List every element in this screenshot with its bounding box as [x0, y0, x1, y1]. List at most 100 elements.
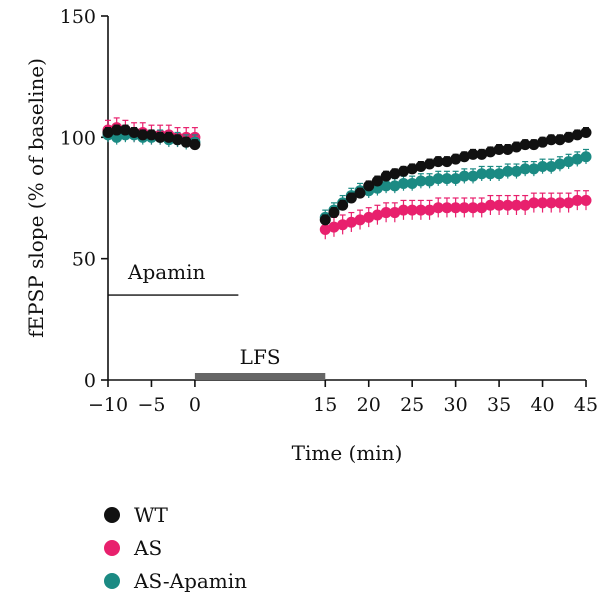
legend-marker-as-apamin [104, 572, 120, 589]
data-point [424, 204, 436, 216]
x-tick-label: 35 [487, 394, 511, 416]
data-point [441, 202, 453, 214]
data-point [389, 207, 401, 219]
data-point [154, 131, 166, 143]
legend-item-wt: WT [104, 498, 247, 531]
data-point [528, 197, 540, 209]
data-point [502, 143, 514, 155]
data-point [328, 207, 340, 219]
data-point [354, 214, 366, 226]
data-point [450, 153, 462, 165]
data-point [371, 175, 383, 187]
legend-item-as-apamin: AS-Apamin [104, 564, 247, 597]
x-tick-label: 15 [313, 394, 337, 416]
data-point [345, 216, 357, 228]
x-tick-label: 0 [189, 394, 201, 416]
legend-item-as: AS [104, 531, 247, 564]
legend: WT AS AS-Apamin [104, 498, 247, 597]
data-point [337, 219, 349, 231]
x-tick-label: −10 [88, 394, 128, 416]
data-point [424, 158, 436, 170]
data-point [128, 126, 140, 138]
data-point [545, 160, 557, 172]
y-tick-label: 150 [60, 6, 96, 28]
data-point [172, 134, 184, 146]
data-point [580, 126, 592, 138]
x-tick-label: 40 [530, 394, 554, 416]
data-point [363, 180, 375, 192]
data-point [432, 202, 444, 214]
x-tick-label: 20 [357, 394, 381, 416]
y-axis-title: fEPSP slope (% of baseline) [24, 58, 48, 338]
data-point [397, 177, 409, 189]
data-point [502, 165, 514, 177]
data-point [545, 197, 557, 209]
data-point [424, 175, 436, 187]
data-point [528, 139, 540, 151]
data-point [493, 143, 505, 155]
data-point [319, 224, 331, 236]
data-point [441, 156, 453, 168]
data-point [328, 221, 340, 233]
data-point [319, 214, 331, 226]
data-point [337, 199, 349, 211]
data-point [458, 151, 470, 163]
data-point [354, 187, 366, 199]
data-point [189, 139, 201, 151]
data-point [406, 163, 418, 175]
data-point [450, 202, 462, 214]
data-point [563, 131, 575, 143]
data-point [415, 175, 427, 187]
data-point [389, 180, 401, 192]
data-point [102, 126, 114, 138]
x-tick-label: 25 [400, 394, 424, 416]
legend-marker-wt [104, 506, 120, 523]
data-point [580, 151, 592, 163]
data-point [458, 202, 470, 214]
data-point [580, 194, 592, 206]
data-point [380, 180, 392, 192]
data-point [389, 168, 401, 180]
series-wt [102, 124, 592, 226]
data-point [571, 129, 583, 141]
data-point [363, 211, 375, 223]
y-tick-label: 100 [60, 127, 96, 149]
data-point [519, 163, 531, 175]
data-point [510, 165, 522, 177]
data-point [458, 170, 470, 182]
data-point [563, 156, 575, 168]
y-tick-label: 50 [72, 249, 96, 271]
data-point [111, 124, 123, 136]
series-layer [102, 117, 592, 240]
data-point [519, 139, 531, 151]
data-point [476, 148, 488, 160]
lfs-label: LFS [240, 345, 281, 369]
data-point [510, 199, 522, 211]
data-point [476, 202, 488, 214]
data-point [484, 199, 496, 211]
data-point [415, 204, 427, 216]
data-point [476, 168, 488, 180]
legend-marker-as [104, 539, 120, 556]
x-tick-label: 45 [574, 394, 598, 416]
data-point [406, 177, 418, 189]
data-point [545, 134, 557, 146]
data-point [145, 129, 157, 141]
data-point [406, 204, 418, 216]
data-point [502, 199, 514, 211]
data-point [519, 199, 531, 211]
y-tick-label: 0 [84, 370, 96, 392]
data-point [119, 124, 131, 136]
data-point [510, 141, 522, 153]
data-point [345, 192, 357, 204]
x-tick-label: 30 [444, 394, 468, 416]
legend-label-as-apamin: AS-Apamin [134, 568, 248, 593]
data-point [415, 160, 427, 172]
data-point [397, 165, 409, 177]
annotations: Apamin LFS [108, 260, 326, 380]
data-point [467, 170, 479, 182]
data-point [467, 148, 479, 160]
data-point [571, 194, 583, 206]
data-point [467, 202, 479, 214]
data-point [493, 168, 505, 180]
